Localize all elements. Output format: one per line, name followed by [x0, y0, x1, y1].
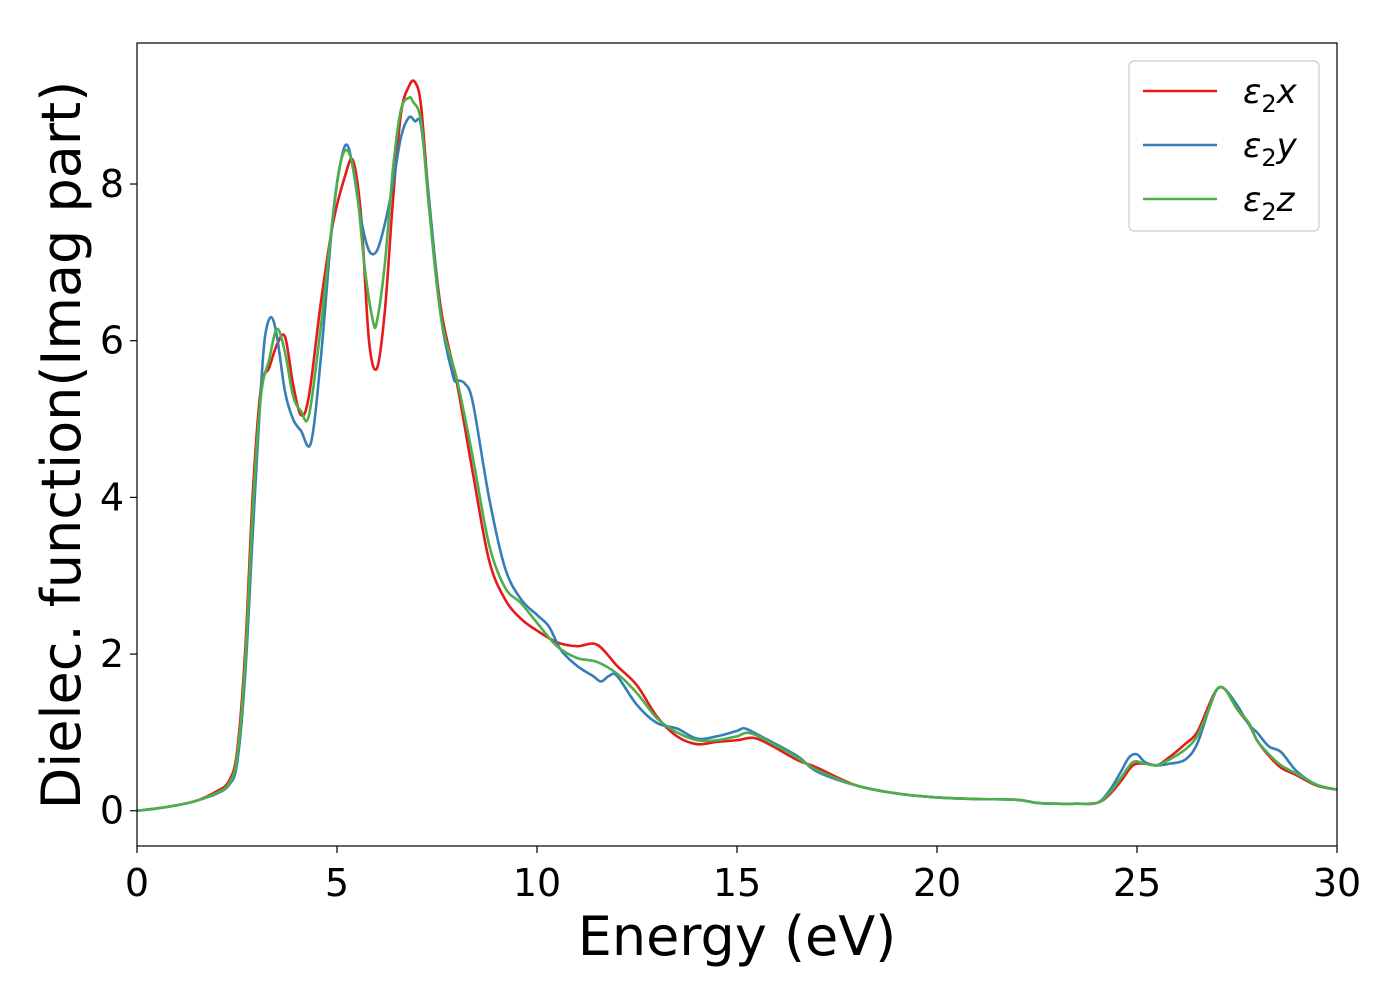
y-tick-label: 6	[100, 319, 124, 363]
series-line-z	[137, 96, 1337, 813]
x-tick-label: 25	[1113, 861, 1161, 905]
x-axis-ticks: 0 5 10 15 20 25 30	[125, 846, 1361, 905]
x-tick-label: 15	[713, 861, 761, 905]
legend-label-x: ε2x	[1243, 72, 1298, 118]
legend-label-z: ε2z	[1243, 180, 1296, 226]
legend-box	[1128, 60, 1320, 232]
x-axis-label: Energy (eV)	[578, 905, 897, 968]
x-tick-label: 0	[125, 861, 149, 905]
series-lines	[137, 79, 1337, 813]
y-tick-label: 4	[100, 475, 124, 519]
y-axis-label: Dielec. function(Imag part)	[30, 81, 93, 810]
legend: ε2x ε2y ε2z	[1128, 60, 1320, 232]
legend-label-y: ε2y	[1243, 126, 1298, 172]
y-tick-label: 2	[100, 632, 124, 676]
y-tick-label: 8	[100, 162, 124, 206]
x-tick-label: 5	[325, 861, 349, 905]
y-tick-label: 0	[100, 789, 124, 833]
x-tick-label: 30	[1313, 861, 1361, 905]
x-tick-label: 10	[513, 861, 561, 905]
y-axis-ticks: 0 2 4 6 8	[100, 162, 137, 833]
x-tick-label: 20	[913, 861, 961, 905]
